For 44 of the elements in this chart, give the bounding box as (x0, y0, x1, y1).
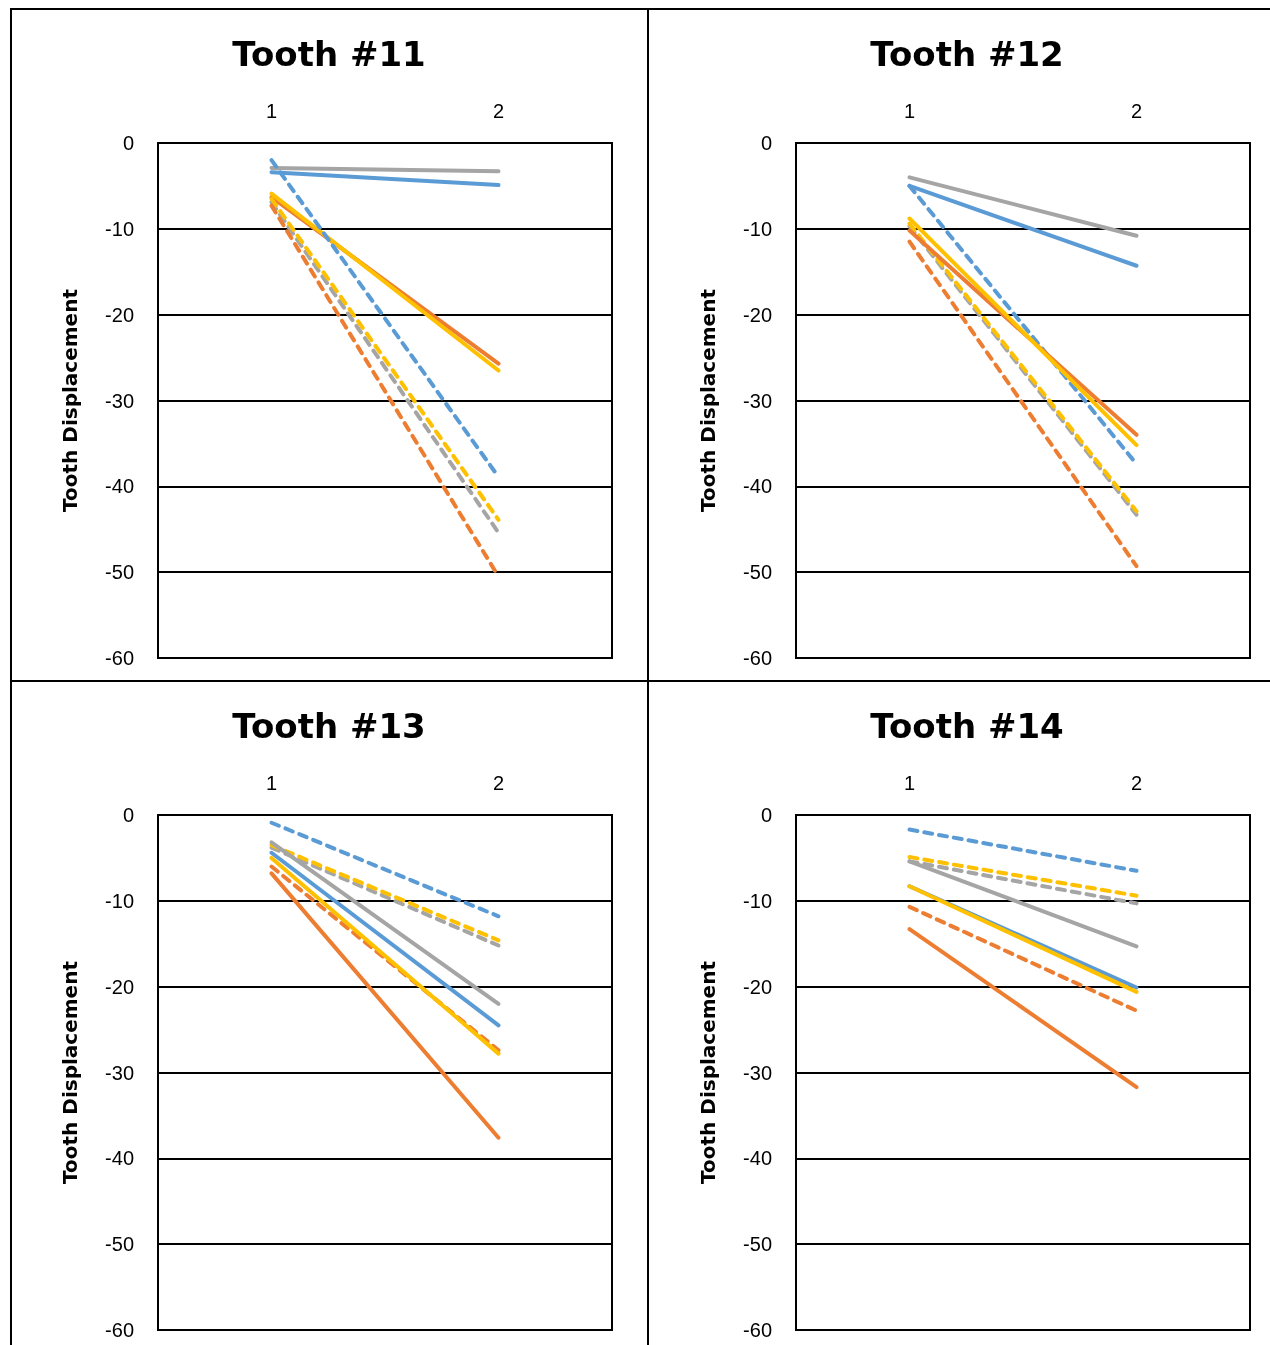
y-tick-label: -60 (743, 647, 772, 669)
x-tick-label: 2 (1130, 100, 1143, 122)
y-tick-label: -10 (105, 217, 134, 240)
y-axis-title: Tooth Displacement (696, 960, 720, 1184)
y-tick-label: -30 (743, 1061, 772, 1084)
y-tick-label: 0 (760, 132, 772, 154)
y-tick-label: -20 (743, 303, 772, 326)
y-tick-label: 0 (760, 804, 772, 826)
x-tick-label: 2 (1130, 772, 1143, 794)
y-axis-title: Tooth Displacement (696, 288, 720, 512)
y-tick-label: -10 (743, 889, 772, 912)
y-tick-label: -40 (743, 1147, 772, 1170)
y-axis-title: Tooth Displacement (58, 960, 82, 1184)
y-tick-label: -20 (105, 975, 134, 998)
chart-title: Tooth #11 (232, 34, 426, 74)
y-tick-label: -20 (105, 303, 134, 326)
x-tick-label: 1 (265, 100, 278, 122)
y-tick-label: -60 (743, 1319, 772, 1341)
chart-title: Tooth #14 (870, 706, 1064, 746)
y-tick-label: -40 (105, 475, 134, 498)
chart-title: Tooth #12 (870, 34, 1064, 74)
x-tick-label: 1 (265, 772, 278, 794)
x-tick-label: 2 (492, 100, 505, 122)
x-tick-label: 2 (492, 772, 505, 794)
y-tick-label: -50 (743, 561, 772, 584)
y-tick-label: -30 (105, 389, 134, 412)
y-tick-label: 0 (122, 804, 134, 826)
chart-title: Tooth #13 (232, 706, 426, 746)
y-tick-label: -40 (105, 1147, 134, 1170)
x-tick-label: 1 (903, 772, 916, 794)
y-tick-label: -10 (105, 889, 134, 912)
y-tick-label: -50 (105, 561, 134, 584)
y-tick-label: -30 (743, 389, 772, 412)
y-axis-title: Tooth Displacement (58, 288, 82, 512)
y-tick-label: 0 (122, 132, 134, 154)
y-tick-label: -10 (743, 217, 772, 240)
y-tick-label: -50 (743, 1233, 772, 1256)
y-tick-label: -50 (105, 1233, 134, 1256)
y-tick-label: -60 (105, 1319, 134, 1341)
x-tick-label: 1 (903, 100, 916, 122)
y-tick-label: -40 (743, 475, 772, 498)
y-tick-label: -60 (105, 647, 134, 669)
y-tick-label: -20 (743, 975, 772, 998)
y-tick-label: -30 (105, 1061, 134, 1084)
